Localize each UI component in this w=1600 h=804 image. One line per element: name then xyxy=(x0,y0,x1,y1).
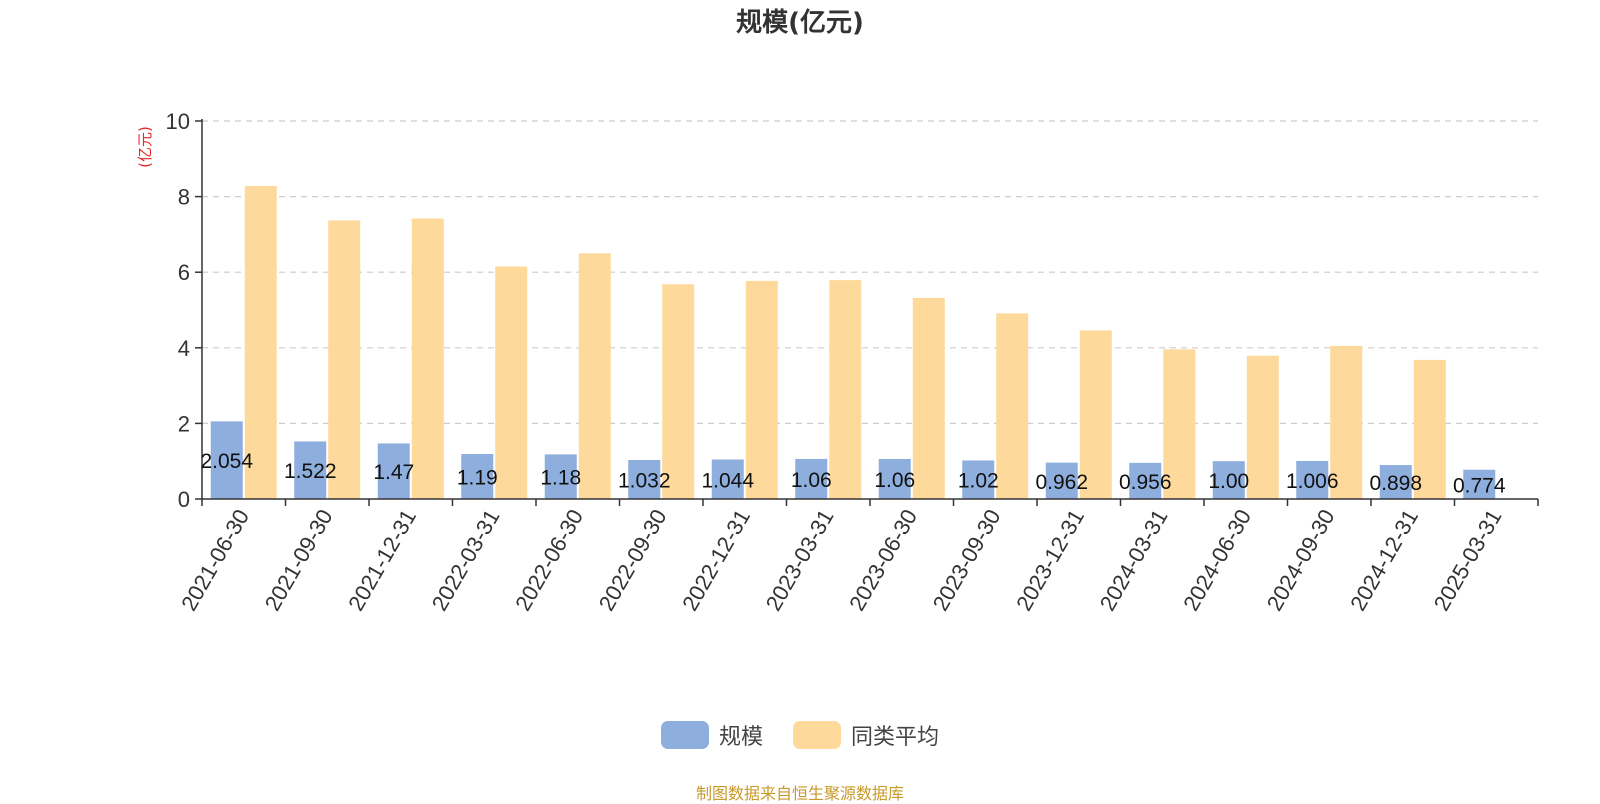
bar-peer-average[interactable] xyxy=(996,313,1029,499)
legend-label-scale: 规模 xyxy=(718,725,763,750)
bar-peer-average[interactable] xyxy=(662,284,695,499)
bar-peer-average[interactable] xyxy=(912,297,945,499)
legend-swatch-peer-average xyxy=(793,721,841,749)
bar-peer-average[interactable] xyxy=(328,220,361,499)
x-tick-label: 2024-09-30 xyxy=(1262,505,1340,615)
legend-item-scale[interactable]: 规模 xyxy=(660,719,763,751)
y-tick-label: 4 xyxy=(178,336,190,361)
bar-scale[interactable] xyxy=(711,459,744,499)
data-labels: 2.054 1.522 1.47 1.19 1.18 1.032 1.044 1.06 1.06… xyxy=(200,450,1505,497)
bar-scale[interactable] xyxy=(294,441,327,499)
x-tick-label: 2023-03-31 xyxy=(761,505,839,615)
y-tick-label: 2 xyxy=(178,411,190,436)
bar-peer-average[interactable] xyxy=(1413,359,1446,499)
x-tick-label: 2022-06-30 xyxy=(510,505,588,615)
x-tick-label: 2024-06-30 xyxy=(1178,505,1256,615)
bar-scale[interactable] xyxy=(962,460,995,499)
x-tick-label: 2021-06-30 xyxy=(176,505,254,615)
data-label: 0.774 xyxy=(1453,474,1506,497)
bar-scale[interactable] xyxy=(544,454,577,499)
data-label: 1.02 xyxy=(958,470,999,493)
bar-scale[interactable] xyxy=(210,421,243,499)
bar-scale[interactable] xyxy=(878,458,911,499)
x-tick-label: 2024-03-31 xyxy=(1095,505,1173,615)
bar-scale[interactable] xyxy=(377,443,410,499)
data-label: 1.06 xyxy=(874,469,915,492)
data-label: 0.956 xyxy=(1119,471,1172,494)
bar-scale[interactable] xyxy=(1379,465,1412,499)
legend-label-peer-average: 同类平均 xyxy=(851,725,940,750)
bar-peer-average[interactable] xyxy=(1246,355,1279,499)
data-label: 1.47 xyxy=(373,461,414,484)
bar-peer-average[interactable] xyxy=(411,218,444,500)
y-tick-label: 6 xyxy=(178,260,190,285)
bar-peer-average[interactable] xyxy=(1079,330,1112,499)
chart-title: 规模(亿元) xyxy=(736,8,864,38)
x-tick-label: 2023-09-30 xyxy=(928,505,1006,615)
bar-scale[interactable] xyxy=(461,454,494,499)
bar-scale[interactable] xyxy=(795,458,828,499)
data-label: 1.18 xyxy=(540,467,581,490)
y-tick-label: 0 xyxy=(178,487,190,512)
x-tick-label: 2025-03-31 xyxy=(1429,505,1507,615)
bar-peer-average[interactable] xyxy=(244,186,277,500)
bar-scale[interactable] xyxy=(1045,462,1078,499)
bar-scale[interactable] xyxy=(628,459,661,499)
x-tick-label: 2021-12-31 xyxy=(343,505,421,615)
data-label: 2.054 xyxy=(200,450,253,473)
bar-scale[interactable] xyxy=(1212,461,1245,499)
legend: 规模 同类平均 xyxy=(0,719,1600,751)
data-source-note: 制图数据来自恒生聚源数据库 xyxy=(695,784,904,803)
bar-peer-average[interactable] xyxy=(745,280,778,499)
x-tick-label: 2024-12-31 xyxy=(1345,505,1423,615)
bar-scale[interactable] xyxy=(1463,469,1496,499)
bar-scale[interactable] xyxy=(1296,460,1329,499)
x-tick-label: 2021-09-30 xyxy=(260,505,338,615)
data-label: 1.19 xyxy=(457,467,498,490)
bar-peer-average[interactable] xyxy=(495,266,528,499)
y-tick-label: 8 xyxy=(178,185,190,210)
legend-item-peer-average[interactable]: 同类平均 xyxy=(793,719,939,751)
x-tick-label: 2023-06-30 xyxy=(844,505,922,615)
data-label: 1.06 xyxy=(791,469,832,492)
y-tick-label: 10 xyxy=(166,109,190,134)
bar-peer-average[interactable] xyxy=(829,280,862,499)
x-tick-label: 2022-09-30 xyxy=(594,505,672,615)
bar-peer-average[interactable] xyxy=(1330,345,1363,499)
bars xyxy=(210,186,1496,500)
data-label: 0.962 xyxy=(1035,471,1088,494)
data-label: 1.006 xyxy=(1286,470,1339,493)
data-label: 1.00 xyxy=(1208,470,1249,493)
data-label: 0.898 xyxy=(1369,472,1422,495)
x-tick-label: 2022-12-31 xyxy=(677,505,755,615)
x-tick-label: 2022-03-31 xyxy=(427,505,505,615)
bar-peer-average[interactable] xyxy=(578,253,611,499)
bar-peer-average[interactable] xyxy=(1163,349,1196,499)
x-tick-label: 2023-12-31 xyxy=(1011,505,1089,615)
data-label: 1.522 xyxy=(284,460,337,483)
data-label: 1.032 xyxy=(618,469,671,492)
y-axis-label: (亿元) xyxy=(136,126,154,168)
bar-scale[interactable] xyxy=(1129,462,1162,499)
legend-swatch-scale xyxy=(660,721,709,749)
data-label: 1.044 xyxy=(701,469,754,492)
